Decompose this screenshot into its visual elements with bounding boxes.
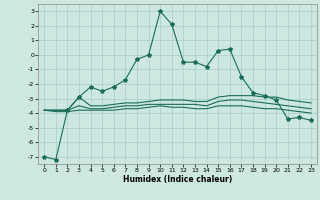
X-axis label: Humidex (Indice chaleur): Humidex (Indice chaleur): [123, 175, 232, 184]
